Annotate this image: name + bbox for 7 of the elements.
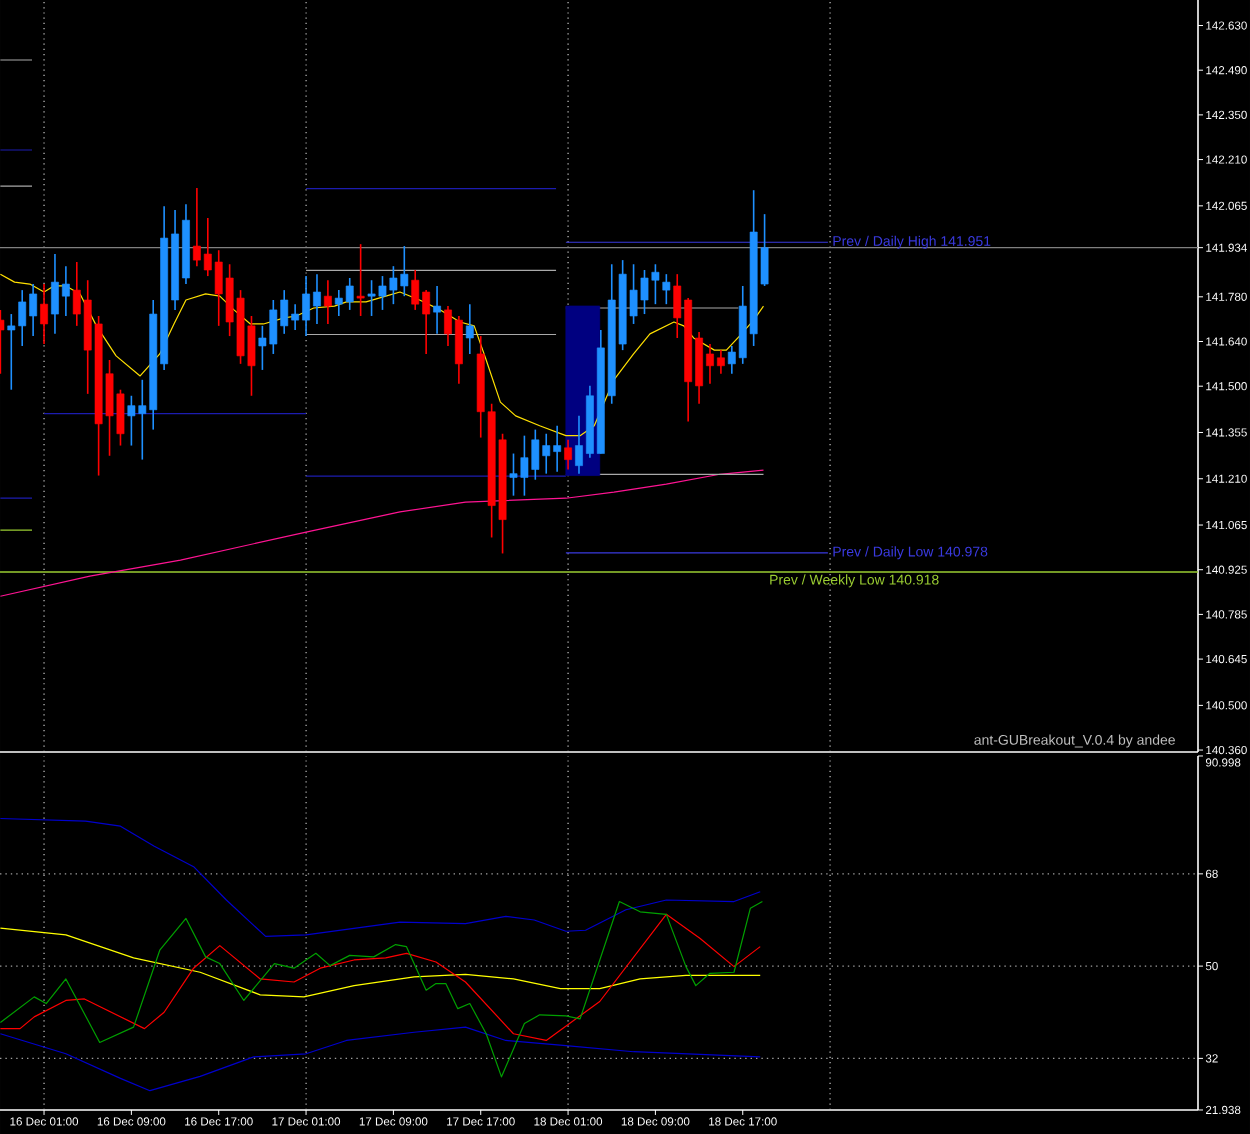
candlestick: [465, 303, 474, 355]
candlestick: [433, 285, 441, 335]
candlestick: [564, 439, 572, 471]
candlestick: [356, 243, 365, 317]
candlestick: [662, 273, 671, 305]
candlestick: [323, 279, 332, 325]
candlestick: [40, 283, 48, 345]
